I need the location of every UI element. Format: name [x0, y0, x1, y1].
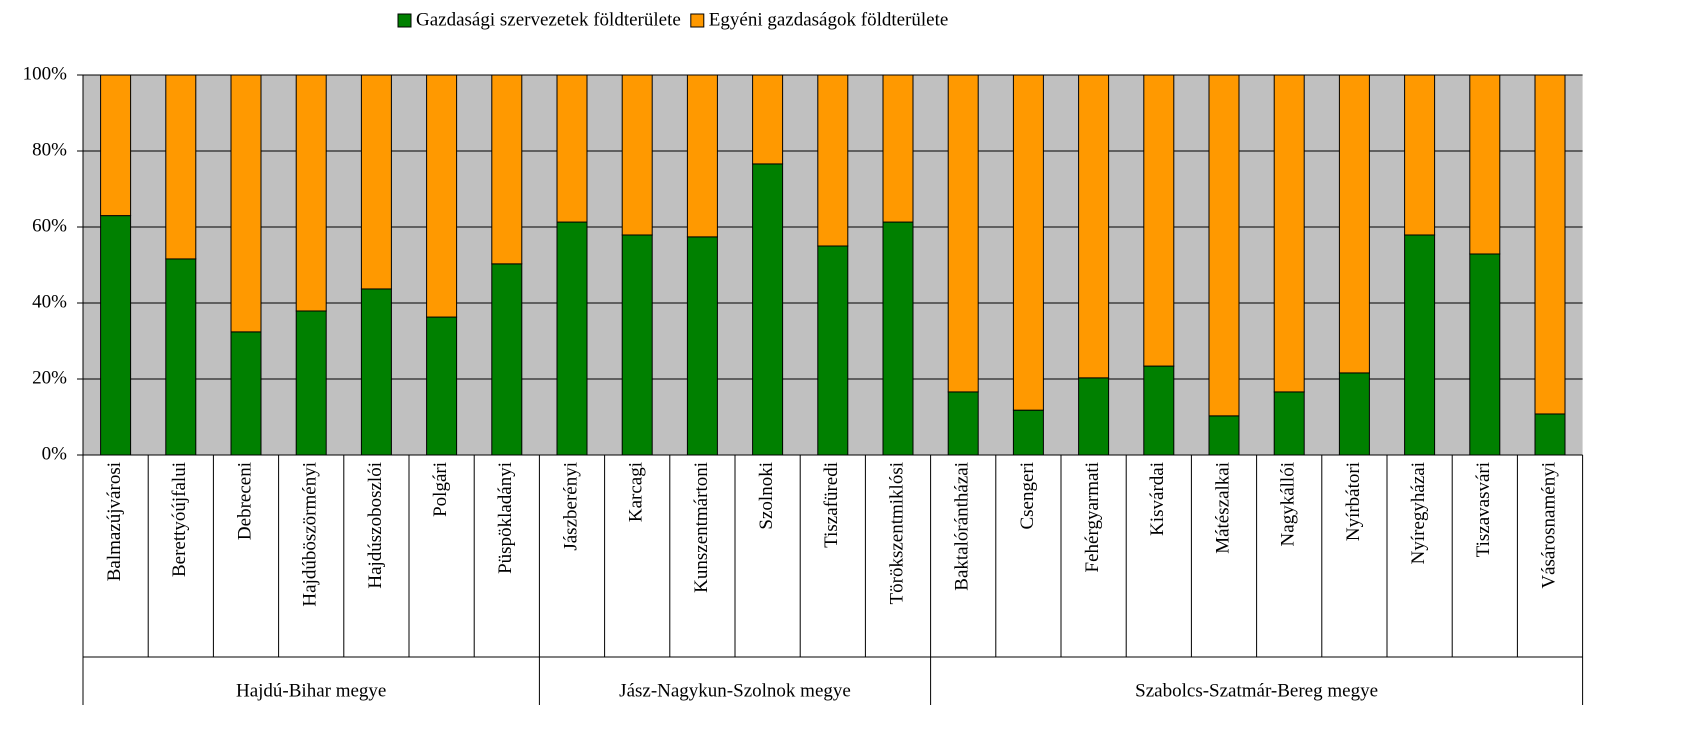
bar-segment — [426, 74, 458, 318]
y-tick-label: 20% — [32, 367, 67, 388]
x-tick-label: Nyíregyházai — [1408, 462, 1429, 564]
x-tick-label: Nyírbátori — [1343, 462, 1364, 541]
bar-segment — [882, 221, 914, 456]
bar-segment — [1012, 74, 1044, 411]
bar-segment — [1338, 74, 1370, 374]
x-tick-label: Fehérgyarmati — [1082, 462, 1103, 572]
bar-segment — [1404, 74, 1436, 236]
x-tick-label: Szolnoki — [756, 462, 777, 530]
bar-segment — [100, 215, 132, 456]
bar-segment — [556, 221, 588, 456]
bar-segment — [1469, 253, 1501, 456]
bar-segment — [165, 258, 197, 456]
bar-segment — [360, 74, 392, 290]
group-label: Hajdú-Bihar megye — [236, 680, 386, 701]
bar-segment — [752, 163, 784, 456]
bar-segment — [165, 74, 197, 260]
bar-segment — [491, 74, 523, 265]
bar-segment — [230, 74, 262, 333]
bar-segment — [295, 74, 327, 312]
bar-segment — [1208, 74, 1240, 417]
x-tick-label: Hajdúszoboszlói — [365, 462, 386, 589]
bar-segment — [1469, 74, 1501, 255]
x-tick-label: Balmazújvárosi — [104, 462, 125, 581]
x-tick-label: Vásárosnaményi — [1538, 462, 1559, 589]
x-tick-label: Püspökladányi — [495, 462, 516, 574]
y-tick-label: 40% — [32, 291, 67, 312]
bar-segment — [426, 316, 458, 456]
y-tick-label: 80% — [32, 139, 67, 160]
bar-segment — [1273, 391, 1305, 456]
bar-segment — [295, 310, 327, 456]
x-tick-label: Mátészalkai — [1212, 462, 1233, 554]
x-tick-label: Polgári — [430, 462, 451, 517]
bar-segment — [1143, 365, 1175, 456]
x-tick-label: Kunszentmártoni — [691, 462, 712, 593]
bar-segment — [360, 288, 392, 456]
bar-segment — [752, 74, 784, 165]
bar-segment — [621, 74, 653, 236]
y-tick-label: 60% — [32, 215, 67, 236]
bar-segment — [100, 74, 132, 217]
x-tick-label: Tiszafüredi — [821, 462, 842, 548]
x-tick-label: Törökszentmiklósi — [886, 462, 907, 604]
bar-segment — [1143, 74, 1175, 367]
x-tick-label: Debreceni — [234, 462, 255, 540]
bar-segment — [1404, 234, 1436, 456]
x-tick-label: Csengeri — [1017, 462, 1038, 530]
bar-segment — [882, 74, 914, 223]
legend: Gazdasági szervezetek földterülete Egyéni… — [397, 9, 949, 30]
legend-label: Egyéni gazdaságok földterülete — [709, 9, 949, 30]
y-tick-label: 100% — [23, 63, 68, 84]
bar-segment — [686, 236, 718, 456]
x-tick-label: Tiszavasvári — [1473, 462, 1494, 557]
group-label: Jász-Nagykun-Szolnok megye — [619, 680, 851, 701]
bar-segment — [686, 74, 718, 238]
bar-segment — [1273, 74, 1305, 393]
x-tick-label: Baktalórántházai — [952, 462, 973, 591]
bar-segment — [947, 391, 979, 456]
bar-segment — [817, 74, 849, 247]
bar-segment — [491, 263, 523, 456]
bar-segment — [621, 234, 653, 456]
bar-segment — [1208, 415, 1240, 456]
bar-segment — [817, 245, 849, 456]
bar-segment — [556, 74, 588, 223]
bar-segment — [1012, 409, 1044, 456]
group-label: Szabolcs-Szatmár-Bereg megye — [1135, 680, 1378, 701]
y-tick-label: 0% — [42, 443, 68, 464]
x-tick-label: Jászberényi — [560, 462, 581, 551]
x-tick-label: Nagykállói — [1278, 462, 1299, 546]
bar-segment — [1534, 74, 1566, 415]
bar-segment — [1534, 413, 1566, 456]
legend-swatch — [690, 13, 705, 28]
x-tick-label: Berettyóújfalui — [169, 462, 190, 577]
x-tick-label: Kisvárdai — [1147, 462, 1168, 536]
bar-segment — [230, 331, 262, 456]
legend-label: Gazdasági szervezetek földterülete — [416, 9, 681, 30]
bar-segment — [1078, 377, 1110, 456]
bar-segment — [1078, 74, 1110, 379]
x-tick-label: Hajdúböszörményi — [300, 462, 321, 607]
legend-swatch — [397, 13, 412, 28]
bar-segment — [947, 74, 979, 393]
x-tick-label: Karcagi — [626, 462, 647, 522]
bar-segment — [1338, 372, 1370, 456]
